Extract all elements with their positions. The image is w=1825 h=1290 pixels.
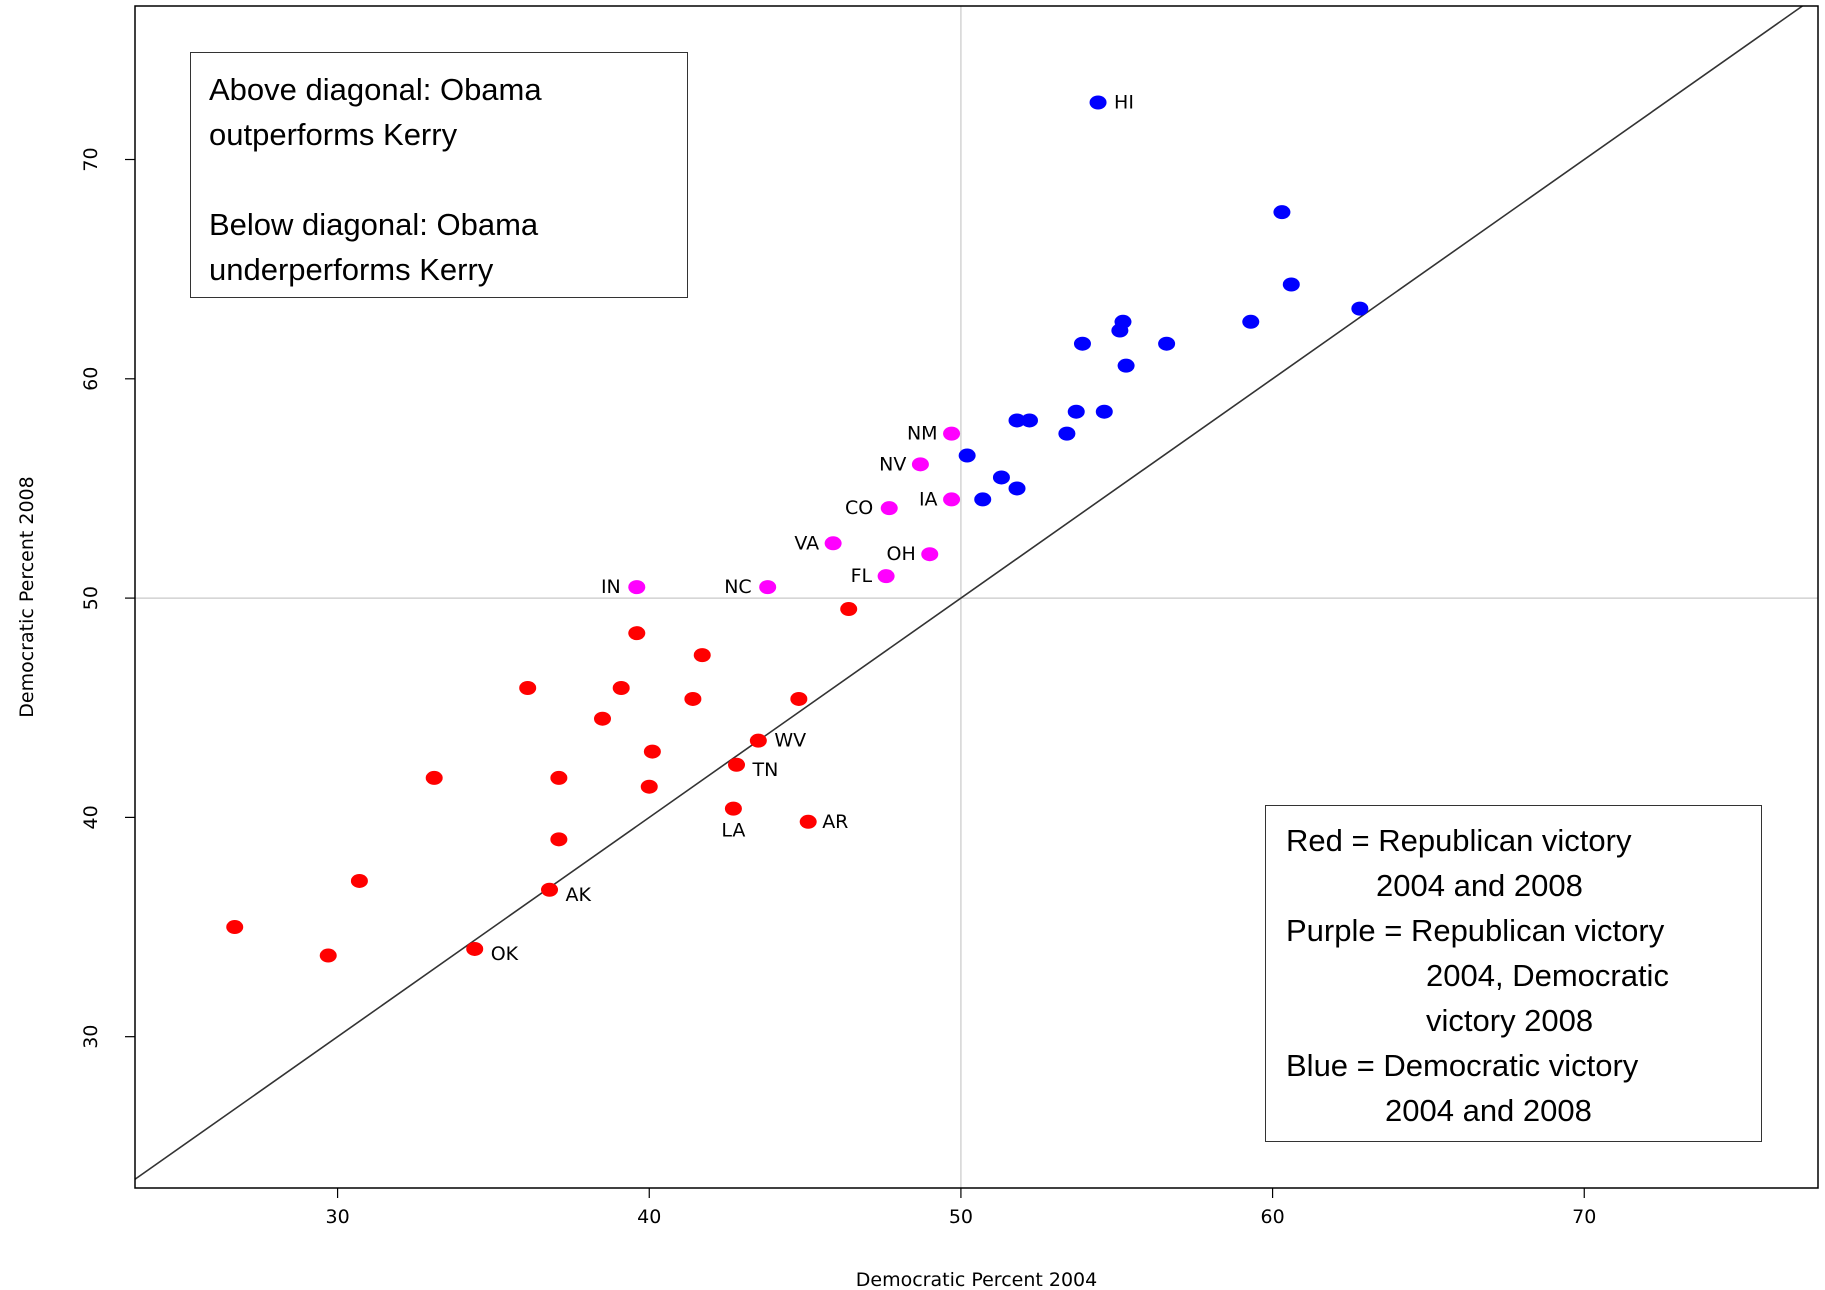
point-red xyxy=(628,626,646,641)
y-tick-label: 50 xyxy=(80,586,102,610)
y-tick-label: 60 xyxy=(80,367,102,391)
point-red xyxy=(693,648,711,663)
legend-line-7: 2004 and 2008 xyxy=(1385,1093,1592,1128)
point-red xyxy=(640,779,658,794)
point-purple-co xyxy=(880,501,898,516)
point-purple-nc xyxy=(759,580,777,595)
point-red xyxy=(684,691,702,706)
point-blue xyxy=(1351,301,1369,316)
point-blue xyxy=(992,470,1010,485)
point-red-la xyxy=(724,801,742,816)
top-box-line-4: underperforms Kerry xyxy=(209,252,494,287)
point-blue xyxy=(958,448,976,463)
top-box-line-3: Below diagonal: Obama xyxy=(209,207,539,242)
color-legend-box: Red = Republican victory 2004 and 2008 P… xyxy=(1265,805,1762,1142)
point-purple-va xyxy=(824,536,842,551)
point-red-tn xyxy=(728,757,746,772)
x-tick-label: 60 xyxy=(1260,1206,1284,1228)
state-label-wv: WV xyxy=(774,730,806,752)
top-box-spacer xyxy=(209,157,687,202)
x-tick-label: 40 xyxy=(637,1206,661,1228)
axis-ticks: 30 40 50 60 70 30 40 50 60 70 xyxy=(80,147,1596,1228)
state-label-ok: OK xyxy=(491,943,519,965)
point-red xyxy=(643,744,661,759)
point-red xyxy=(550,832,568,847)
point-purple-fl xyxy=(877,569,895,584)
plot-frame xyxy=(134,5,1819,1189)
point-red-ak xyxy=(541,882,559,897)
x-tick-label: 50 xyxy=(949,1206,973,1228)
state-labels: OK AK LA TN WV AR IN NC VA FL CO NV OH NM IA HI xyxy=(491,91,1134,964)
state-label-ar: AR xyxy=(822,811,848,833)
point-blue xyxy=(1114,314,1132,329)
diagonal-explanation-box: Above diagonal: Obama outperforms Kerry … xyxy=(190,52,688,298)
point-red xyxy=(350,873,368,888)
state-label-hi: HI xyxy=(1114,91,1134,113)
point-red xyxy=(790,691,808,706)
point-red-ok xyxy=(466,941,484,956)
point-blue xyxy=(1008,481,1026,496)
state-label-nc: NC xyxy=(724,576,751,598)
state-label-nv: NV xyxy=(879,453,906,475)
x-axis-title: Democratic Percent 2004 xyxy=(856,1269,1097,1290)
state-label-oh: OH xyxy=(887,543,916,565)
legend-line-5: victory 2008 xyxy=(1426,1003,1594,1038)
legend-line-1: Red = Republican victory xyxy=(1286,823,1632,858)
point-red xyxy=(594,711,611,726)
point-red xyxy=(319,948,337,963)
point-blue-hi xyxy=(1089,95,1107,110)
point-blue xyxy=(974,492,992,507)
point-red xyxy=(226,920,244,935)
legend-line-4: 2004, Democratic xyxy=(1426,958,1669,993)
point-purple-nm xyxy=(943,426,961,441)
state-label-va: VA xyxy=(794,532,819,554)
state-label-tn: TN xyxy=(752,759,779,781)
point-blue xyxy=(1020,413,1038,428)
point-purple-ia xyxy=(943,492,961,507)
state-label-ak: AK xyxy=(566,884,592,906)
point-red-ar xyxy=(799,814,817,829)
point-red xyxy=(612,681,630,696)
legend-line-3: Purple = Republican victory xyxy=(1286,913,1665,948)
point-blue xyxy=(1095,404,1113,419)
point-red xyxy=(425,770,443,785)
diagonal-line xyxy=(134,5,1803,1180)
state-label-nm: NM xyxy=(907,423,938,445)
top-box-line-2: outperforms Kerry xyxy=(209,117,458,152)
y-tick-label: 70 xyxy=(80,147,102,171)
y-tick-label: 40 xyxy=(80,805,102,829)
y-axis-title: Democratic Percent 2008 xyxy=(16,476,38,717)
point-red xyxy=(840,602,858,617)
point-purple-oh xyxy=(921,547,939,562)
point-red-wv xyxy=(749,733,767,748)
y-tick-label: 30 xyxy=(80,1025,102,1049)
point-blue xyxy=(1067,404,1085,419)
legend-line-2: 2004 and 2008 xyxy=(1376,868,1583,903)
point-red xyxy=(519,681,537,696)
point-blue xyxy=(1273,205,1291,220)
point-blue xyxy=(1073,336,1091,351)
point-red xyxy=(550,770,568,785)
state-label-ia: IA xyxy=(919,488,938,510)
x-tick-label: 30 xyxy=(325,1206,349,1228)
data-points xyxy=(226,95,1369,963)
point-blue xyxy=(1058,426,1076,441)
point-blue xyxy=(1242,314,1260,329)
state-label-in: IN xyxy=(601,576,621,598)
top-box-line-1: Above diagonal: Obama xyxy=(209,72,542,107)
state-label-fl: FL xyxy=(851,565,873,587)
state-label-co: CO xyxy=(845,497,873,519)
x-tick-label: 70 xyxy=(1572,1206,1596,1228)
point-blue xyxy=(1008,413,1026,428)
point-purple-nv xyxy=(911,457,929,472)
point-blue xyxy=(1282,277,1300,292)
point-blue xyxy=(1117,358,1135,373)
reference-lines xyxy=(134,5,1818,1188)
point-purple-in xyxy=(628,580,646,595)
legend-line-6: Blue = Democratic victory xyxy=(1286,1048,1639,1083)
point-blue xyxy=(1158,336,1176,351)
state-label-la: LA xyxy=(721,820,745,842)
